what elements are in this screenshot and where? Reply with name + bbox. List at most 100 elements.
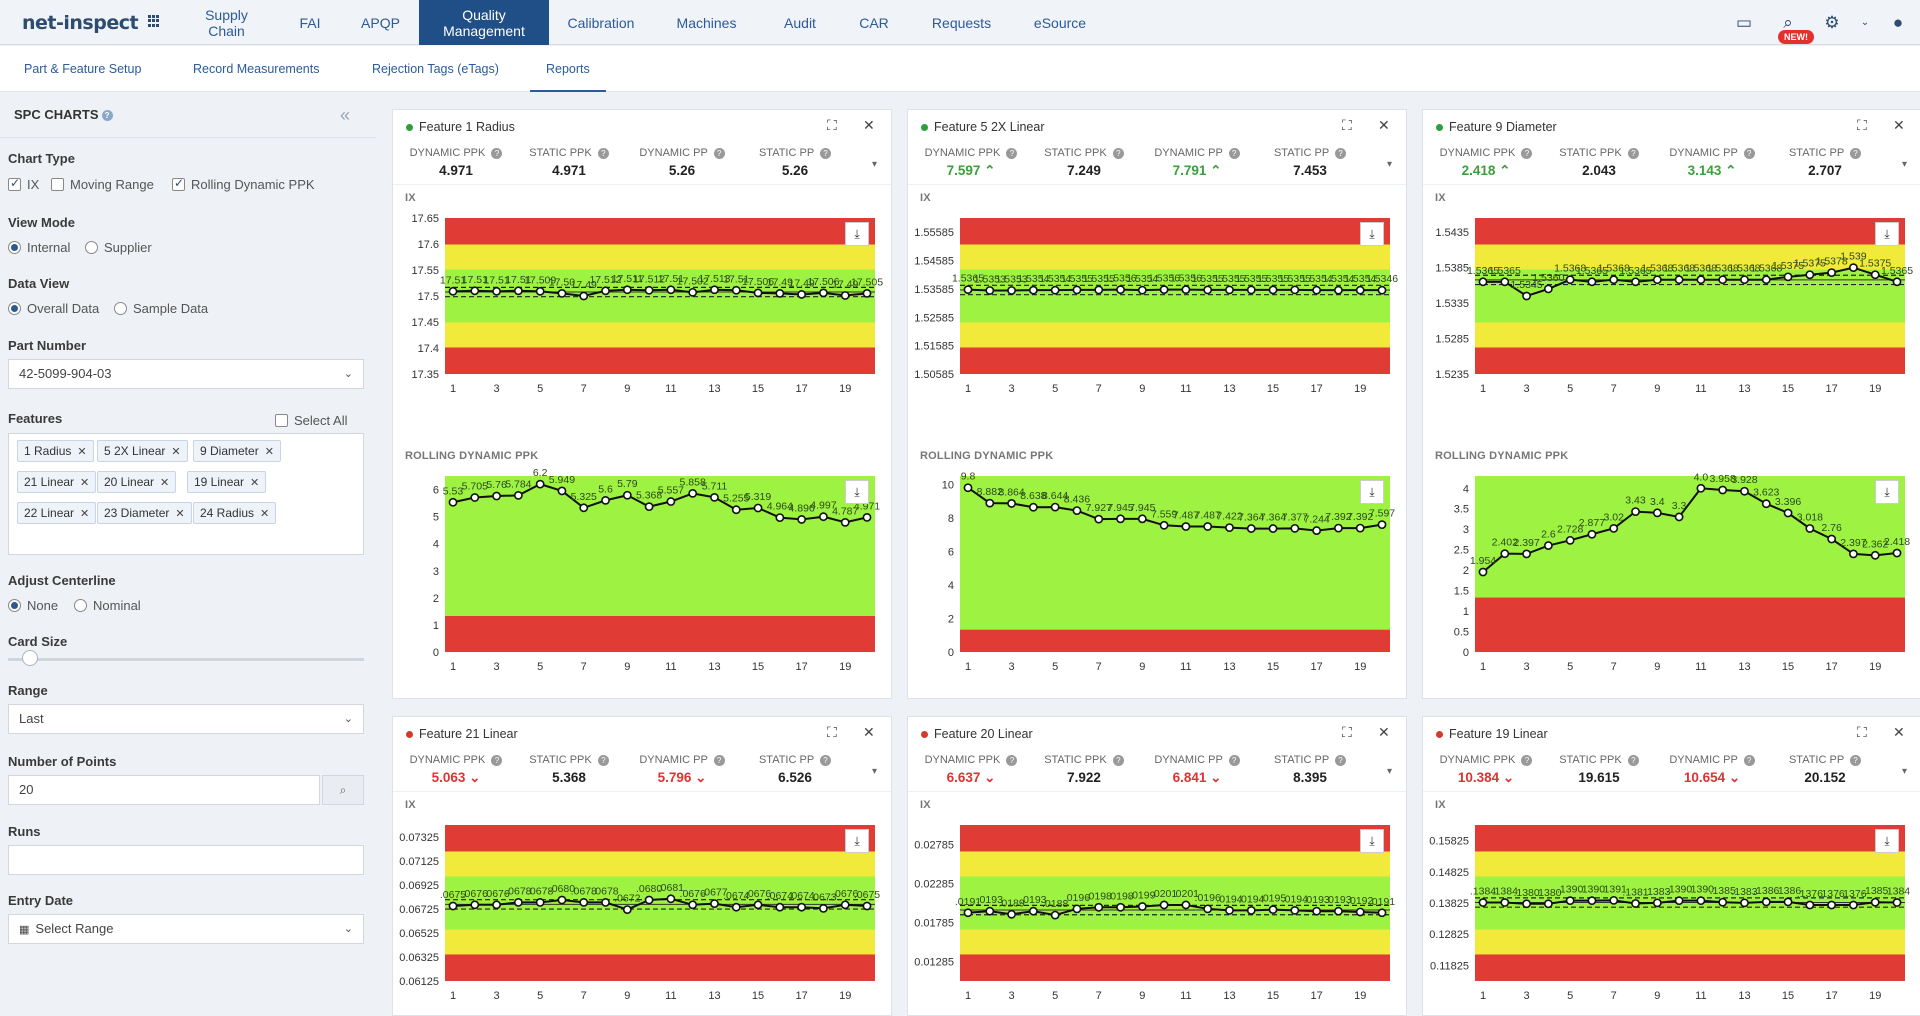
- data-point[interactable]: [644, 285, 654, 295]
- data-point[interactable]: [1870, 897, 1880, 907]
- data-point[interactable]: [731, 505, 741, 515]
- data-point[interactable]: [862, 901, 872, 911]
- data-point[interactable]: [666, 497, 676, 506]
- data-point[interactable]: [1718, 275, 1728, 285]
- data-point[interactable]: [819, 288, 828, 298]
- gear-icon[interactable]: ⚙: [1824, 12, 1840, 32]
- data-point[interactable]: [1268, 524, 1278, 533]
- data-point[interactable]: [1137, 902, 1147, 911]
- data-point[interactable]: [1718, 897, 1728, 907]
- data-point[interactable]: [1028, 502, 1038, 512]
- data-point[interactable]: [840, 291, 850, 300]
- radio-icon[interactable]: [8, 302, 21, 315]
- data-point[interactable]: [1478, 567, 1488, 577]
- data-point[interactable]: [513, 286, 523, 296]
- data-point[interactable]: [1827, 534, 1837, 544]
- data-point[interactable]: [1116, 285, 1125, 295]
- data-point[interactable]: [557, 289, 567, 298]
- data-point[interactable]: [1631, 277, 1640, 287]
- data-point[interactable]: [1050, 502, 1060, 512]
- help-icon[interactable]: ?: [1228, 147, 1240, 159]
- data-point[interactable]: [1740, 486, 1749, 496]
- data-point[interactable]: [797, 290, 807, 299]
- data-point[interactable]: [1631, 507, 1640, 517]
- data-point[interactable]: [666, 285, 676, 295]
- help-icon[interactable]: ?: [1335, 754, 1347, 766]
- data-point[interactable]: [1500, 898, 1510, 907]
- radio-icon[interactable]: [85, 241, 98, 254]
- data-point[interactable]: [535, 479, 545, 489]
- remove-tag-icon[interactable]: ✕: [175, 508, 185, 520]
- download-icon[interactable]: ⤓: [845, 222, 869, 246]
- data-point[interactable]: [1290, 906, 1300, 915]
- feature-tag[interactable]: 19 Linear ✕: [187, 471, 267, 493]
- data-point[interactable]: [1805, 524, 1815, 533]
- data-point[interactable]: [622, 285, 632, 295]
- data-point[interactable]: [470, 900, 480, 910]
- data-point[interactable]: [1355, 285, 1365, 295]
- data-point[interactable]: [1377, 908, 1387, 918]
- data-point[interactable]: [840, 900, 850, 910]
- data-point[interactable]: [1587, 529, 1597, 539]
- data-point[interactable]: [775, 902, 785, 912]
- data-point[interactable]: [1137, 285, 1147, 295]
- data-point[interactable]: [1631, 899, 1640, 908]
- data-point[interactable]: [1849, 900, 1858, 910]
- nav-item-car[interactable]: CAR: [859, 14, 889, 31]
- data-point[interactable]: [1892, 548, 1902, 558]
- chevron-down-icon[interactable]: ⌄: [343, 923, 353, 935]
- data-point[interactable]: [1674, 512, 1684, 522]
- help-icon[interactable]: ?: [1112, 147, 1124, 159]
- data-point[interactable]: [1355, 523, 1365, 533]
- feature-tag[interactable]: 22 Linear ✕: [17, 502, 97, 524]
- data-point[interactable]: [688, 900, 698, 910]
- nav-item-esource[interactable]: eSource: [1033, 14, 1087, 31]
- data-point[interactable]: [1312, 906, 1322, 916]
- data-point[interactable]: [1740, 898, 1749, 908]
- feature-tag[interactable]: 9 Diameter ✕: [193, 440, 281, 462]
- data-point[interactable]: [1478, 898, 1488, 907]
- card-size-slider-handle[interactable]: [22, 650, 38, 666]
- data-point[interactable]: [1892, 898, 1902, 907]
- download-icon[interactable]: ⤓: [845, 480, 869, 504]
- checkbox-icon[interactable]: [172, 176, 185, 191]
- data-point[interactable]: [513, 490, 523, 500]
- data-point[interactable]: [470, 493, 480, 502]
- data-point[interactable]: [601, 898, 610, 907]
- help-icon[interactable]: ?: [1743, 147, 1755, 159]
- remove-tag-icon[interactable]: ✕: [260, 508, 270, 520]
- tab-reports[interactable]: Reports: [530, 46, 606, 92]
- data-point[interactable]: [1543, 284, 1553, 294]
- data-point[interactable]: [1565, 535, 1575, 545]
- data-point[interactable]: [1652, 508, 1662, 518]
- data-point[interactable]: [1805, 900, 1815, 910]
- data-point[interactable]: [1050, 910, 1060, 920]
- data-point[interactable]: [492, 286, 501, 296]
- data-point[interactable]: [1609, 523, 1619, 533]
- rolling-ppk-checkbox[interactable]: Rolling Dynamic PPK: [172, 176, 315, 192]
- data-point[interactable]: [753, 900, 763, 910]
- data-point[interactable]: [1761, 275, 1771, 285]
- data-point[interactable]: [775, 513, 785, 522]
- help-icon[interactable]: ?: [1521, 754, 1533, 766]
- help-icon[interactable]: ?: [491, 147, 503, 159]
- help-icon[interactable]: ?: [1850, 754, 1862, 766]
- help-icon[interactable]: ?: [1627, 754, 1639, 766]
- data-point[interactable]: [448, 497, 458, 507]
- data-point[interactable]: [1116, 514, 1125, 524]
- user-icon[interactable]: ●: [1892, 12, 1904, 32]
- moving-range-checkbox[interactable]: Moving Range: [51, 177, 154, 192]
- data-point[interactable]: [1587, 896, 1597, 906]
- part-number-select[interactable]: 42-5099-904-03 ⌄: [8, 359, 364, 389]
- data-point[interactable]: [1609, 275, 1619, 285]
- data-point[interactable]: [1718, 485, 1728, 495]
- data-point[interactable]: [985, 286, 995, 295]
- data-point[interactable]: [448, 286, 458, 296]
- data-point[interactable]: [1334, 285, 1343, 295]
- data-point[interactable]: [1137, 514, 1147, 524]
- data-point[interactable]: [1500, 277, 1510, 287]
- data-point[interactable]: [1565, 275, 1575, 285]
- data-point[interactable]: [644, 895, 654, 905]
- data-point[interactable]: [797, 902, 807, 912]
- ix-checkbox[interactable]: IX: [8, 176, 39, 192]
